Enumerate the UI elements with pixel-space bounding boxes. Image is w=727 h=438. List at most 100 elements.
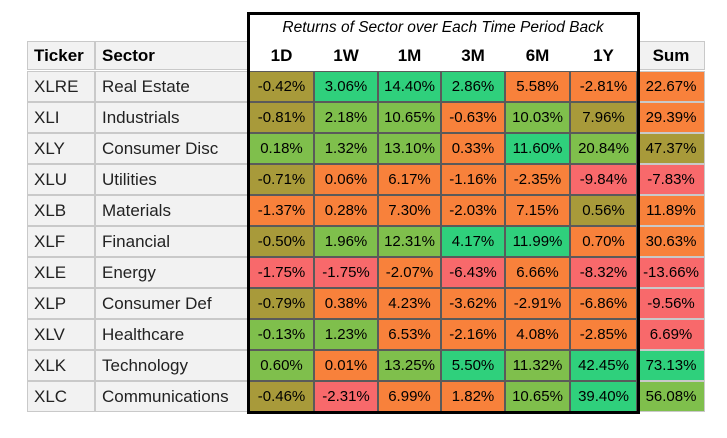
return-cell: 7.30% xyxy=(378,195,441,226)
sum-cell: -9.56% xyxy=(637,288,705,319)
ticker-header: Ticker xyxy=(27,41,95,70)
return-cell: 6.53% xyxy=(378,319,441,350)
sum-cell: 73.13% xyxy=(637,350,705,381)
return-cell: -0.13% xyxy=(249,319,314,350)
return-cell: -6.86% xyxy=(570,288,637,319)
return-cell: 0.28% xyxy=(314,195,378,226)
sector-cell: Energy xyxy=(95,257,249,288)
return-cell: -2.81% xyxy=(570,71,637,102)
ticker-cell: XLP xyxy=(27,288,95,319)
sector-cell: Industrials xyxy=(95,102,249,133)
return-cell: 10.65% xyxy=(505,381,570,412)
return-cell: -2.07% xyxy=(378,257,441,288)
return-cell: 0.33% xyxy=(441,133,505,164)
return-cell: -0.50% xyxy=(249,226,314,257)
return-cell: 4.17% xyxy=(441,226,505,257)
return-cell: 13.25% xyxy=(378,350,441,381)
sum-cell: 29.39% xyxy=(637,102,705,133)
return-cell: 11.60% xyxy=(505,133,570,164)
sector-header: Sector xyxy=(95,41,249,70)
period-header-3m: 3M xyxy=(441,41,505,70)
period-header-1w: 1W xyxy=(314,41,378,70)
return-cell: 0.01% xyxy=(314,350,378,381)
return-cell: -0.42% xyxy=(249,71,314,102)
return-cell: 3.06% xyxy=(314,71,378,102)
return-cell: -1.75% xyxy=(249,257,314,288)
return-cell: -8.32% xyxy=(570,257,637,288)
return-cell: 42.45% xyxy=(570,350,637,381)
return-cell: 0.38% xyxy=(314,288,378,319)
sector-cell: Consumer Def xyxy=(95,288,249,319)
return-cell: 0.60% xyxy=(249,350,314,381)
period-header-1d: 1D xyxy=(249,41,314,70)
return-cell: -3.62% xyxy=(441,288,505,319)
return-cell: -1.75% xyxy=(314,257,378,288)
ticker-cell: XLRE xyxy=(27,71,95,102)
sector-cell: Communications xyxy=(95,381,249,412)
sector-cell: Utilities xyxy=(95,164,249,195)
return-cell: 1.96% xyxy=(314,226,378,257)
sector-cell: Real Estate xyxy=(95,71,249,102)
ticker-cell: XLC xyxy=(27,381,95,412)
return-cell: 11.99% xyxy=(505,226,570,257)
return-cell: -2.31% xyxy=(314,381,378,412)
return-cell: -2.03% xyxy=(441,195,505,226)
return-cell: -2.35% xyxy=(505,164,570,195)
return-cell: 39.40% xyxy=(570,381,637,412)
return-cell: 20.84% xyxy=(570,133,637,164)
return-cell: -0.79% xyxy=(249,288,314,319)
ticker-cell: XLY xyxy=(27,133,95,164)
return-cell: 7.15% xyxy=(505,195,570,226)
sum-header: Sum xyxy=(637,41,705,70)
sector-cell: Healthcare xyxy=(95,319,249,350)
return-cell: 1.32% xyxy=(314,133,378,164)
sector-cell: Financial xyxy=(95,226,249,257)
return-cell: 5.50% xyxy=(441,350,505,381)
ticker-cell: XLI xyxy=(27,102,95,133)
sum-cell: 56.08% xyxy=(637,381,705,412)
sum-cell: 47.37% xyxy=(637,133,705,164)
sector-cell: Materials xyxy=(95,195,249,226)
return-cell: 1.82% xyxy=(441,381,505,412)
ticker-cell: XLB xyxy=(27,195,95,226)
return-cell: 4.08% xyxy=(505,319,570,350)
table-title: Returns of Sector over Each Time Period … xyxy=(249,14,637,42)
return-cell: 0.56% xyxy=(570,195,637,226)
ticker-cell: XLF xyxy=(27,226,95,257)
return-cell: 4.23% xyxy=(378,288,441,319)
sector-cell: Consumer Disc xyxy=(95,133,249,164)
return-cell: 1.23% xyxy=(314,319,378,350)
period-header-6m: 6M xyxy=(505,41,570,70)
return-cell: -6.43% xyxy=(441,257,505,288)
return-cell: -1.37% xyxy=(249,195,314,226)
return-cell: 6.66% xyxy=(505,257,570,288)
return-cell: -2.91% xyxy=(505,288,570,319)
return-cell: 0.06% xyxy=(314,164,378,195)
period-header-1y: 1Y xyxy=(570,41,637,70)
return-cell: 0.18% xyxy=(249,133,314,164)
sum-cell: 30.63% xyxy=(637,226,705,257)
return-cell: 10.65% xyxy=(378,102,441,133)
sum-cell: 6.69% xyxy=(637,319,705,350)
return-cell: 2.86% xyxy=(441,71,505,102)
return-cell: -0.81% xyxy=(249,102,314,133)
return-cell: 10.03% xyxy=(505,102,570,133)
return-cell: 0.70% xyxy=(570,226,637,257)
return-cell: -2.16% xyxy=(441,319,505,350)
return-cell: 11.32% xyxy=(505,350,570,381)
return-cell: 12.31% xyxy=(378,226,441,257)
sum-cell: -7.83% xyxy=(637,164,705,195)
sum-cell: -13.66% xyxy=(637,257,705,288)
return-cell: -2.85% xyxy=(570,319,637,350)
ticker-cell: XLV xyxy=(27,319,95,350)
return-cell: 13.10% xyxy=(378,133,441,164)
return-cell: 6.17% xyxy=(378,164,441,195)
sector-cell: Technology xyxy=(95,350,249,381)
return-cell: -0.46% xyxy=(249,381,314,412)
sum-cell: 11.89% xyxy=(637,195,705,226)
sum-cell: 22.67% xyxy=(637,71,705,102)
return-cell: -9.84% xyxy=(570,164,637,195)
return-cell: 7.96% xyxy=(570,102,637,133)
return-cell: 6.99% xyxy=(378,381,441,412)
return-cell: -0.63% xyxy=(441,102,505,133)
